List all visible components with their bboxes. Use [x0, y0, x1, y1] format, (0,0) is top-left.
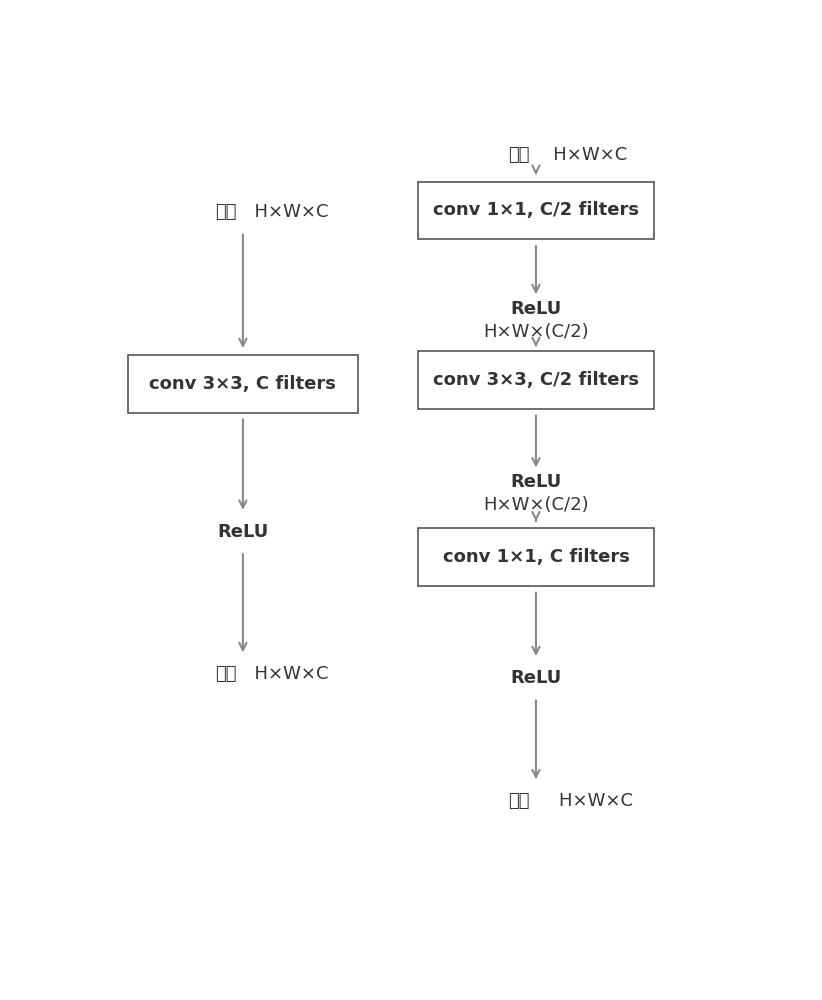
- Text: conv 1×1, C/2 filters: conv 1×1, C/2 filters: [433, 201, 639, 219]
- Text: ReLU: ReLU: [510, 473, 561, 491]
- Text: ReLU: ReLU: [217, 523, 269, 541]
- Text: H×W×C: H×W×C: [536, 146, 627, 164]
- Text: conv 3×3, C/2 filters: conv 3×3, C/2 filters: [433, 371, 639, 389]
- Text: conv 1×1, C filters: conv 1×1, C filters: [442, 548, 630, 566]
- Text: H×W×(C/2): H×W×(C/2): [483, 496, 589, 514]
- Bar: [418, 528, 653, 586]
- Bar: [128, 355, 358, 413]
- Text: 输入: 输入: [215, 203, 237, 221]
- Text: conv 3×3, C filters: conv 3×3, C filters: [150, 375, 336, 393]
- Text: ReLU: ReLU: [510, 300, 561, 318]
- Text: 输出: 输出: [508, 792, 529, 810]
- Text: H×W×C: H×W×C: [243, 665, 329, 683]
- Text: ReLU: ReLU: [510, 669, 561, 687]
- Text: 输入: 输入: [508, 146, 529, 164]
- Text: 输出: 输出: [215, 665, 237, 683]
- Text: H×W×C: H×W×C: [243, 203, 329, 221]
- Text: H×W×C: H×W×C: [536, 792, 633, 810]
- Bar: [418, 351, 653, 409]
- Bar: [418, 182, 653, 239]
- Text: H×W×(C/2): H×W×(C/2): [483, 323, 589, 341]
